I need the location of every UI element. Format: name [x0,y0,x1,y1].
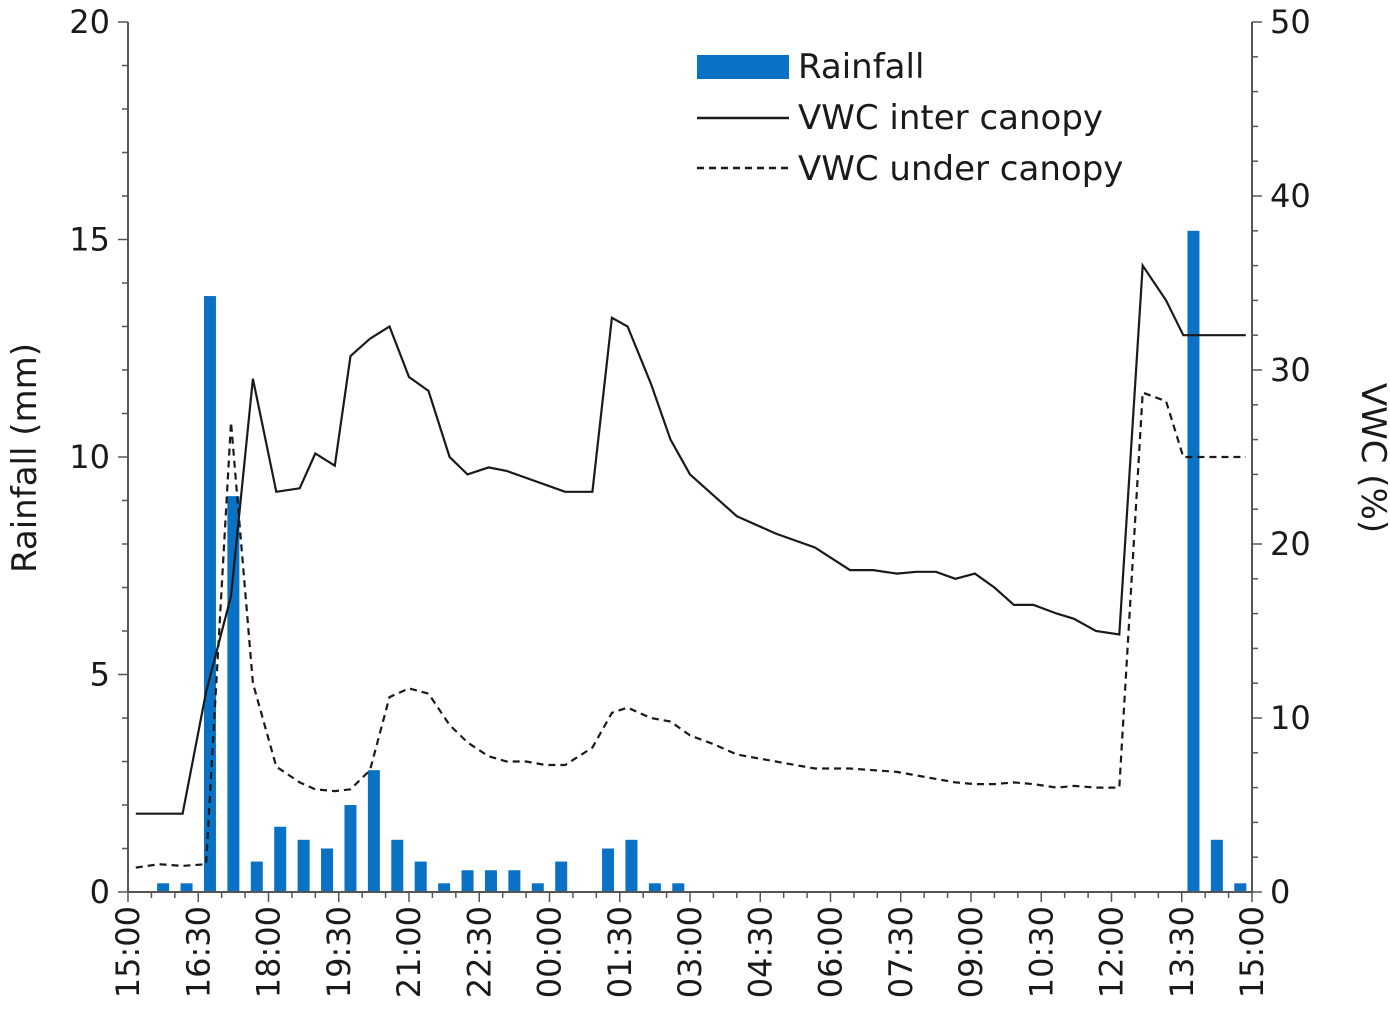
left-tick-label: 5 [90,656,110,694]
legend-rainfall-label: Rainfall [798,47,924,87]
vwc-under-canopy-line [135,391,1246,869]
right-tick-label: 30 [1270,351,1311,389]
right-tick-label: 40 [1270,177,1311,215]
rainfall-bar [297,839,310,892]
right-tick-label: 0 [1270,873,1290,911]
x-tick-label: 15:00 [1233,906,1271,998]
rainfall-bar [227,496,240,892]
rainfall-bar [391,839,404,892]
rainfall-bar [438,883,451,892]
legend: Rainfall VWC inter canopy VWC under cano… [697,47,1123,189]
rainfall-bar [672,883,685,892]
rainfall-bar [602,848,615,892]
x-tick-label: 00:00 [531,906,569,998]
x-tick-label: 06:00 [812,906,850,998]
rainfall-bar [555,861,568,892]
vwc-inter-canopy-line [135,262,1246,815]
rainfall-bar [648,883,661,892]
x-tick-label: 18:00 [250,906,288,998]
rainfall-bar [344,805,357,892]
rainfall-bar [625,839,638,892]
right-axis-title: VWC (%) [1353,383,1390,533]
x-tick-label: 19:30 [320,906,358,998]
left-tick-label: 0 [90,873,110,911]
legend-rainfall-swatch [697,55,789,79]
x-tick-label: 09:00 [952,906,990,998]
rainfall-bar [508,870,521,892]
legend-inter-label: VWC inter canopy [798,98,1103,138]
x-tick-label: 21:00 [390,906,428,998]
rainfall-bar [461,870,474,892]
rainfall-bar [180,883,193,892]
x-tick-label: 01:30 [601,906,639,998]
rainfall-bar [1234,883,1247,892]
legend-under-label: VWC under canopy [798,149,1123,189]
x-tick-label: 12:00 [1093,906,1131,998]
rainfall-bar [484,870,497,892]
x-tick-label: 16:30 [179,906,217,998]
rainfall-bar [321,848,334,892]
rainfall-bar [157,883,170,892]
x-tick-label: 13:30 [1163,906,1201,998]
x-tick-label: 22:30 [460,906,498,998]
x-tick-label: 03:00 [671,906,709,998]
right-tick-label: 20 [1270,525,1311,563]
rainfall-bars [157,230,1247,893]
left-tick-label: 15 [69,221,110,259]
left-tick-label: 20 [69,3,110,41]
left-tick-label: 10 [69,438,110,476]
rainfall-bar [414,861,427,892]
rainfall-bar [531,883,544,892]
x-tick-label: 07:30 [882,906,920,998]
rainfall-bar [274,826,287,892]
rainfall-bar [367,770,380,892]
x-tick-label: 10:30 [1022,906,1060,998]
right-tick-label: 50 [1270,3,1311,41]
rainfall-bar [1187,230,1200,893]
x-tick-label: 04:30 [741,906,779,998]
rainfall-bar [250,861,263,892]
rainfall-bar [1210,839,1223,892]
right-tick-label: 10 [1270,699,1311,737]
x-tick-label: 15:00 [109,906,147,998]
axes: 0 5 10 15 20 0 10 20 30 40 50 15:00 16:30 18:00 19:30 2… [69,3,1310,998]
left-axis-title: Rainfall (mm) [5,343,45,573]
